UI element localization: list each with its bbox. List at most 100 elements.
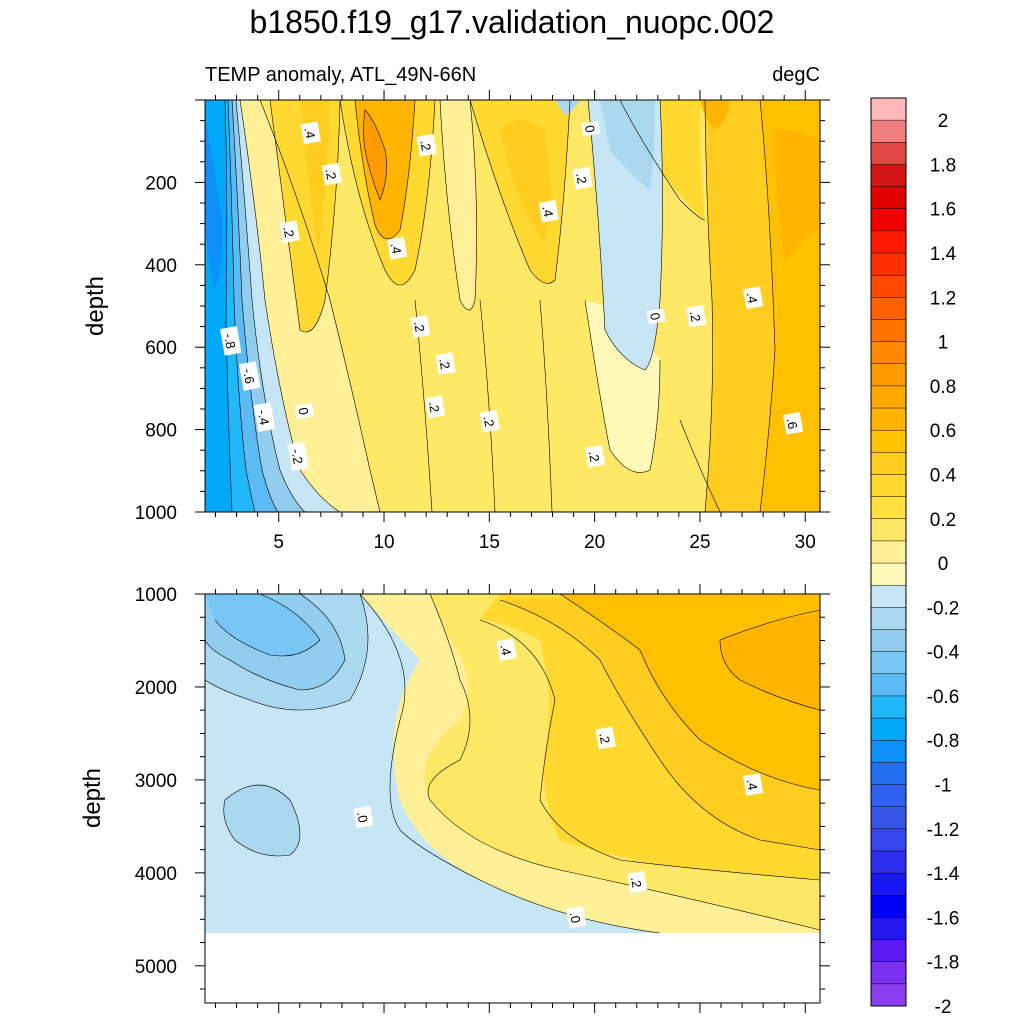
colorbar-swatch	[871, 341, 906, 365]
contour-label: -.6	[239, 361, 261, 391]
contour-label-text: .2	[573, 172, 590, 185]
contour-label: .2	[572, 166, 593, 190]
contour-label-text: .2	[687, 310, 704, 323]
contour-label: .0	[566, 906, 587, 929]
contour-label-bg	[353, 805, 374, 829]
contour-label: .4	[300, 121, 321, 145]
y-tick-label: 800	[145, 421, 177, 442]
contour-label: 0	[646, 308, 666, 325]
contour-label-bg	[646, 308, 666, 325]
colorbar-label: -0.6	[927, 687, 960, 708]
contour-label-text: .4	[744, 778, 761, 791]
x-tick-label: 20	[584, 532, 605, 553]
colorbar-swatch	[871, 784, 906, 808]
contour-label: .4	[538, 199, 559, 223]
colorbar-swatch	[871, 98, 906, 121]
contour-label-text: .2	[426, 400, 443, 413]
contour-label-bg	[253, 402, 276, 432]
contour-label: .2	[479, 409, 500, 433]
colorbar-label: -1.8	[927, 953, 960, 974]
colorbar-swatch	[871, 607, 906, 631]
contour-label-text: .4	[539, 205, 556, 218]
contour-label-text: 0	[582, 124, 598, 134]
contour-label-text: .2	[436, 357, 453, 370]
colorbar-label: -0.2	[927, 598, 960, 619]
x-tick-label: 30	[795, 532, 816, 553]
colorbar-label: 0.6	[930, 421, 956, 442]
colorbar-swatch	[871, 208, 906, 232]
lower-panel: 1000 2000 3000 4000 5000 depth .4 .2 .4 .0 .2 .0	[79, 584, 830, 1013]
contour-label-bg	[294, 403, 314, 419]
contour-label-bg	[566, 906, 587, 929]
contour-label-text: -.8	[221, 332, 238, 350]
upper-fill-cold-core-inner	[600, 100, 655, 190]
colorbar-swatch	[871, 496, 906, 520]
lower-y-axis: 1000 2000 3000 4000 5000	[135, 585, 830, 990]
colorbar-swatch	[871, 540, 906, 564]
contour-label: 0	[581, 120, 601, 137]
lower-fill-cold-nw-core	[205, 594, 320, 656]
colorbar-swatch	[871, 319, 906, 343]
contour-label-bg	[783, 412, 804, 435]
lower-contour-labels: .4 .2 .4 .0 .2 .0	[353, 638, 764, 929]
colorbar-label: 1.8	[930, 155, 956, 176]
contour-label-text: -.6	[240, 367, 257, 385]
colorbar-label: 1.2	[930, 288, 956, 309]
colorbar-label: 1.6	[930, 200, 956, 221]
colorbar-swatch	[871, 385, 906, 409]
upper-panel: 5 10 15 20 25 30 200 400 600 800 1000 depth .4 .2.…	[82, 90, 830, 553]
contour-label-text: .4	[744, 291, 761, 304]
upper-fill-tongue-e	[700, 100, 730, 130]
contour-label: -.4	[253, 402, 276, 432]
colorbar-swatch	[871, 828, 906, 852]
colorbar-swatch	[871, 253, 906, 276]
y-tick-label: 2000	[135, 678, 177, 699]
lower-fill-land-mask	[205, 933, 820, 1003]
contour-label-text: .2	[481, 415, 498, 428]
colorbar-label: 0	[938, 554, 949, 575]
contour-label-bg	[220, 326, 242, 356]
contour-label: 0	[294, 403, 314, 419]
colorbar-swatch	[871, 939, 906, 963]
upper-x-axis: 5 10 15 20 25 30	[215, 90, 816, 553]
colorbar-label: -1.2	[927, 820, 960, 841]
contour-label-bg	[581, 120, 601, 137]
colorbar-swatch	[871, 474, 906, 498]
upper-contour-fill	[205, 100, 820, 512]
contour-label: .2	[686, 304, 707, 328]
colorbar-swatch	[871, 740, 906, 763]
colorbar-swatch	[871, 718, 906, 741]
colorbar-swatch	[871, 585, 906, 608]
y-tick-label: 1000	[135, 503, 177, 524]
contour-label-bg	[239, 361, 261, 391]
lower-plot-frame	[204, 593, 821, 1004]
contour-label-text: 0	[295, 406, 311, 416]
y-tick-label: 3000	[135, 771, 177, 792]
colorbar-swatch	[871, 120, 906, 143]
colorbar-label: -2	[935, 997, 952, 1018]
colorbar-label: 0.8	[930, 377, 956, 398]
colorbar-swatch	[871, 186, 906, 210]
colorbar-label: 1.4	[930, 244, 957, 265]
contour-label-bg	[479, 409, 500, 433]
y-tick-label: 600	[145, 338, 177, 359]
colorbar-swatch	[871, 961, 906, 985]
contour-label-bg	[287, 441, 309, 472]
lower-contour-lines	[205, 594, 820, 934]
contour-label: .6	[783, 412, 804, 435]
colorbar-swatch	[871, 917, 906, 941]
y-tick-label: 400	[145, 256, 177, 277]
colorbar-swatch	[871, 230, 906, 254]
contour-label: .0	[353, 805, 374, 829]
colorbar-swatch	[871, 873, 906, 896]
contour-label-bg	[279, 220, 300, 244]
colorbar-swatch	[871, 452, 906, 475]
colorbar-swatch	[871, 806, 906, 830]
colorbar-swatch	[871, 164, 906, 188]
contour-label-text: .0	[567, 911, 584, 924]
contour-label-text: .6	[784, 417, 801, 430]
contour-label-text: .4	[301, 126, 318, 139]
contour-label: .2	[410, 315, 431, 338]
colorbar-label: -1	[935, 776, 952, 797]
